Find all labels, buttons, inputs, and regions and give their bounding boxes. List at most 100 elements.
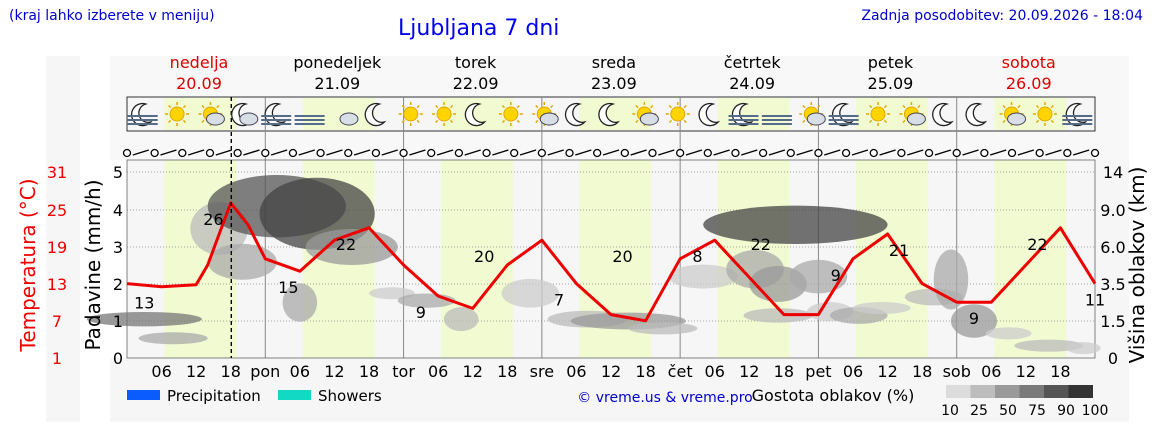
wind-barb-icon [492,149,509,156]
density-swatch [995,385,1020,398]
x-tick-label: 18 [635,362,655,381]
cloud-density-patch [207,243,277,280]
wind-calm-icon [565,148,574,158]
wind-calm-icon [399,148,408,158]
sun-ray [435,104,439,109]
x-tick-label: 06 [566,362,586,381]
moon-icon [965,102,988,127]
wind-calm-icon [288,148,298,158]
cloud-density-patch [1066,342,1101,355]
day-name: nedelja [170,53,229,72]
density-tick: 25 [970,403,988,419]
temp-min-label: 9 [969,309,979,328]
cloud-density-patch [668,264,738,289]
density-scale-title: Gostota oblakov (%) [752,386,915,405]
daylight-band [855,160,928,358]
temp-tick: 31 [47,163,67,182]
density-tick: 75 [1028,403,1046,419]
wind-calm-icon [122,148,132,158]
wind-barb-icon [907,149,924,156]
sun-ray [802,119,806,124]
cloud-density-patch [703,205,888,244]
sun-ray [1002,119,1006,124]
sun-ray [1017,104,1021,109]
cloud-height-tick: 3.5 [1100,275,1125,294]
day-date: 23.09 [591,74,637,93]
sun-ray [535,119,539,124]
sun-ray [883,104,888,109]
copyright: © vreme.us & vreme.pro [577,390,752,406]
day-name: sreda [592,53,636,72]
sun-ray [501,119,506,124]
sun-ray [449,119,454,124]
density-tick: 10 [941,403,959,419]
cloud-density-patch [443,307,479,332]
sun-ray [201,104,205,109]
daylight-icon-band [302,98,375,130]
wind-calm-icon [371,148,381,158]
density-swatch [1019,385,1044,398]
day-name: četrtek [724,53,782,72]
temp-max-label: 20 [474,247,494,266]
sun-ray [550,104,554,109]
temp-min-label: 11 [1085,291,1105,310]
sun-ray [516,104,520,109]
wind-barb-icon [519,149,537,156]
sun-ray [449,104,454,109]
temp-min-label: 9 [831,266,841,285]
temp-max-label: 21 [889,241,909,260]
cloud-icon [205,112,225,126]
precip-axis-label: Padavine (mm/h) [81,179,105,350]
temperature-line [126,201,1097,323]
sun-ray [168,104,172,109]
wind-calm-icon [593,148,602,158]
density-swatch [970,385,995,398]
moon-icon [464,102,487,127]
sun-icon [670,106,686,122]
density-swatch [1068,385,1093,398]
wind-barb-icon [326,149,343,156]
moon-icon [932,102,954,127]
sun-ray [683,119,687,124]
x-tick-label: 06 [428,362,448,381]
sun-ray [182,119,187,124]
wind-calm-icon [675,148,685,158]
legend-label: Precipitation [167,387,261,405]
sun-ray [668,104,672,109]
temp-max-label: 22 [751,235,771,254]
cloud-density-patch [305,229,398,265]
x-tick-label: pet [805,362,831,381]
wind-calm-icon [178,148,187,158]
sun-ray [501,104,506,109]
wind-calm-icon [952,148,961,158]
cloud-density-patch [501,278,560,308]
cloud-density-patch [950,304,998,338]
wind-barb-icon [796,149,813,156]
day-date: 25.09 [868,74,914,93]
density-swatch [946,385,971,398]
legend-label: Showers [318,387,382,405]
cloud-icon [806,112,826,126]
precip-tick: 1 [113,312,123,331]
sun-ray [1050,119,1054,124]
cloud-density-patch [985,327,1032,340]
sun-icon [436,106,452,122]
cloud-density-patch [86,311,202,327]
wind-barb-icon [768,149,786,156]
cloud-icon [1007,112,1027,126]
sun-icon [870,106,886,122]
wind-calm-icon [758,148,768,158]
x-tick-label: sre [530,362,554,381]
day-date: 21.09 [314,74,360,93]
cloud-icon [339,112,359,126]
temp-tick: 25 [47,201,67,220]
cloud-density-patch [743,308,813,323]
wind-barb-icon [464,149,481,156]
sun-ray [416,119,420,124]
wind-calm-icon [482,148,491,158]
wind-barb-icon [630,149,647,156]
cloud-density-patch [628,322,698,335]
wind-calm-icon [786,148,795,158]
sun-icon [503,106,519,122]
sun-ray [1035,104,1040,109]
